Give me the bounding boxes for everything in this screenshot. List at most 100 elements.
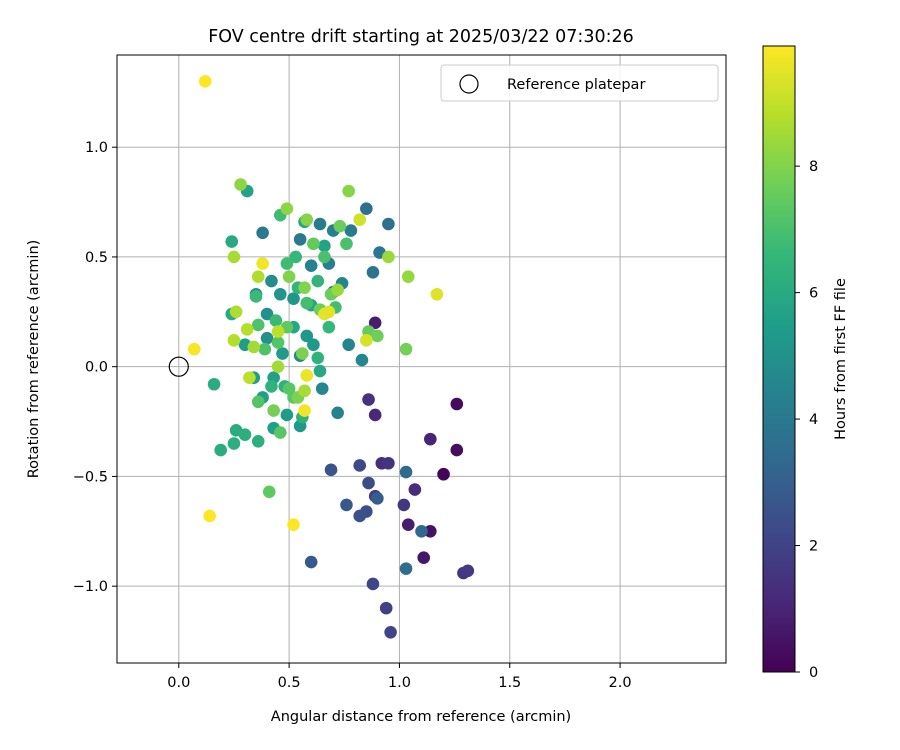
data-point (289, 250, 303, 264)
data-point (300, 213, 314, 226)
data-point (382, 456, 395, 470)
data-point (461, 564, 475, 578)
data-point (249, 290, 263, 303)
data-point (318, 250, 331, 264)
data-point (355, 353, 369, 367)
data-point (331, 406, 344, 420)
data-point (399, 562, 413, 575)
data-point (340, 498, 353, 512)
data-point (260, 307, 274, 321)
y-tick-label: 1.0 (85, 140, 108, 156)
data-point (322, 305, 336, 319)
data-point (313, 364, 327, 378)
data-point (287, 292, 300, 305)
data-point (227, 250, 241, 264)
plot-frame (116, 54, 727, 664)
legend-reference-marker-icon (459, 74, 479, 94)
data-point (324, 463, 338, 477)
data-point (450, 443, 464, 457)
data-point (340, 237, 353, 251)
data-point (430, 287, 444, 301)
data-point (417, 551, 431, 564)
data-point (399, 342, 413, 356)
data-point (311, 351, 325, 365)
data-point (382, 250, 395, 264)
x-tick-label: 2.0 (609, 675, 632, 691)
data-point (293, 233, 307, 246)
data-point (382, 217, 395, 231)
data-point (280, 257, 294, 270)
y-axis-ticks: −1.0 −0.5 0.0 0.5 1.0 (73, 140, 117, 595)
data-point (298, 281, 311, 294)
chart-title: FOV centre drift starting at 2025/03/22 … (208, 27, 634, 47)
data-point (227, 334, 241, 347)
data-point (273, 426, 287, 439)
data-point (258, 342, 272, 356)
data-point (408, 483, 422, 496)
data-point (298, 404, 311, 417)
x-axis-ticks: 0.0 0.5 1.0 1.5 2.0 (167, 663, 632, 691)
data-point (265, 380, 278, 393)
data-point (282, 270, 296, 283)
data-point (353, 509, 367, 523)
legend-box (440, 64, 719, 102)
data-point (360, 334, 373, 347)
data-point (304, 555, 318, 569)
data-point (333, 219, 347, 233)
data-point (399, 465, 413, 479)
colorbar-tick-label: 8 (809, 159, 818, 175)
data-point (342, 338, 355, 352)
data-point (397, 498, 411, 512)
y-tick-label: 0.5 (85, 250, 108, 266)
data-point (243, 371, 256, 384)
data-point (424, 525, 437, 538)
data-point (207, 377, 221, 391)
data-point (362, 393, 375, 406)
data-point (234, 178, 247, 191)
data-point (401, 518, 415, 532)
colorbar-tick-label: 4 (809, 412, 818, 428)
data-point (256, 226, 269, 240)
colorbar-label: Hours from first FF file (833, 278, 849, 440)
data-point (256, 257, 269, 270)
colorbar-tick-label: 2 (809, 539, 818, 555)
data-point (203, 509, 216, 523)
colorbar-tick-label: 6 (809, 286, 818, 302)
data-point (238, 428, 252, 442)
data-point (437, 467, 450, 481)
x-axis-label: Angular distance from reference (arcmin) (271, 709, 571, 725)
data-point (214, 443, 228, 457)
data-point (267, 404, 280, 417)
y-tick-label: 0.0 (85, 360, 108, 376)
data-point (276, 347, 289, 360)
reference-marker-group (168, 356, 189, 377)
data-point (240, 323, 254, 336)
data-point (342, 184, 355, 198)
data-point (280, 202, 294, 215)
data-point (384, 625, 397, 639)
data-point (227, 437, 241, 450)
data-point (287, 518, 300, 532)
data-point (247, 340, 261, 354)
data-point (269, 314, 283, 327)
colorbar (762, 45, 796, 673)
data-point (265, 274, 278, 288)
data-point (368, 316, 382, 330)
data-point (271, 336, 285, 349)
data-point (296, 347, 309, 360)
data-point (368, 408, 382, 422)
data-point (300, 296, 314, 310)
data-point (401, 270, 415, 283)
data-point (318, 239, 331, 253)
data-point (366, 577, 380, 591)
data-point (307, 237, 320, 251)
data-point (260, 331, 274, 345)
colorbar-tick-label: 0 (809, 665, 818, 681)
data-point (362, 476, 375, 490)
reference-platepar-marker (168, 356, 189, 377)
data-point (251, 270, 265, 283)
legend: Reference platepar (440, 64, 719, 102)
data-point (424, 432, 437, 446)
data-point (344, 224, 358, 237)
